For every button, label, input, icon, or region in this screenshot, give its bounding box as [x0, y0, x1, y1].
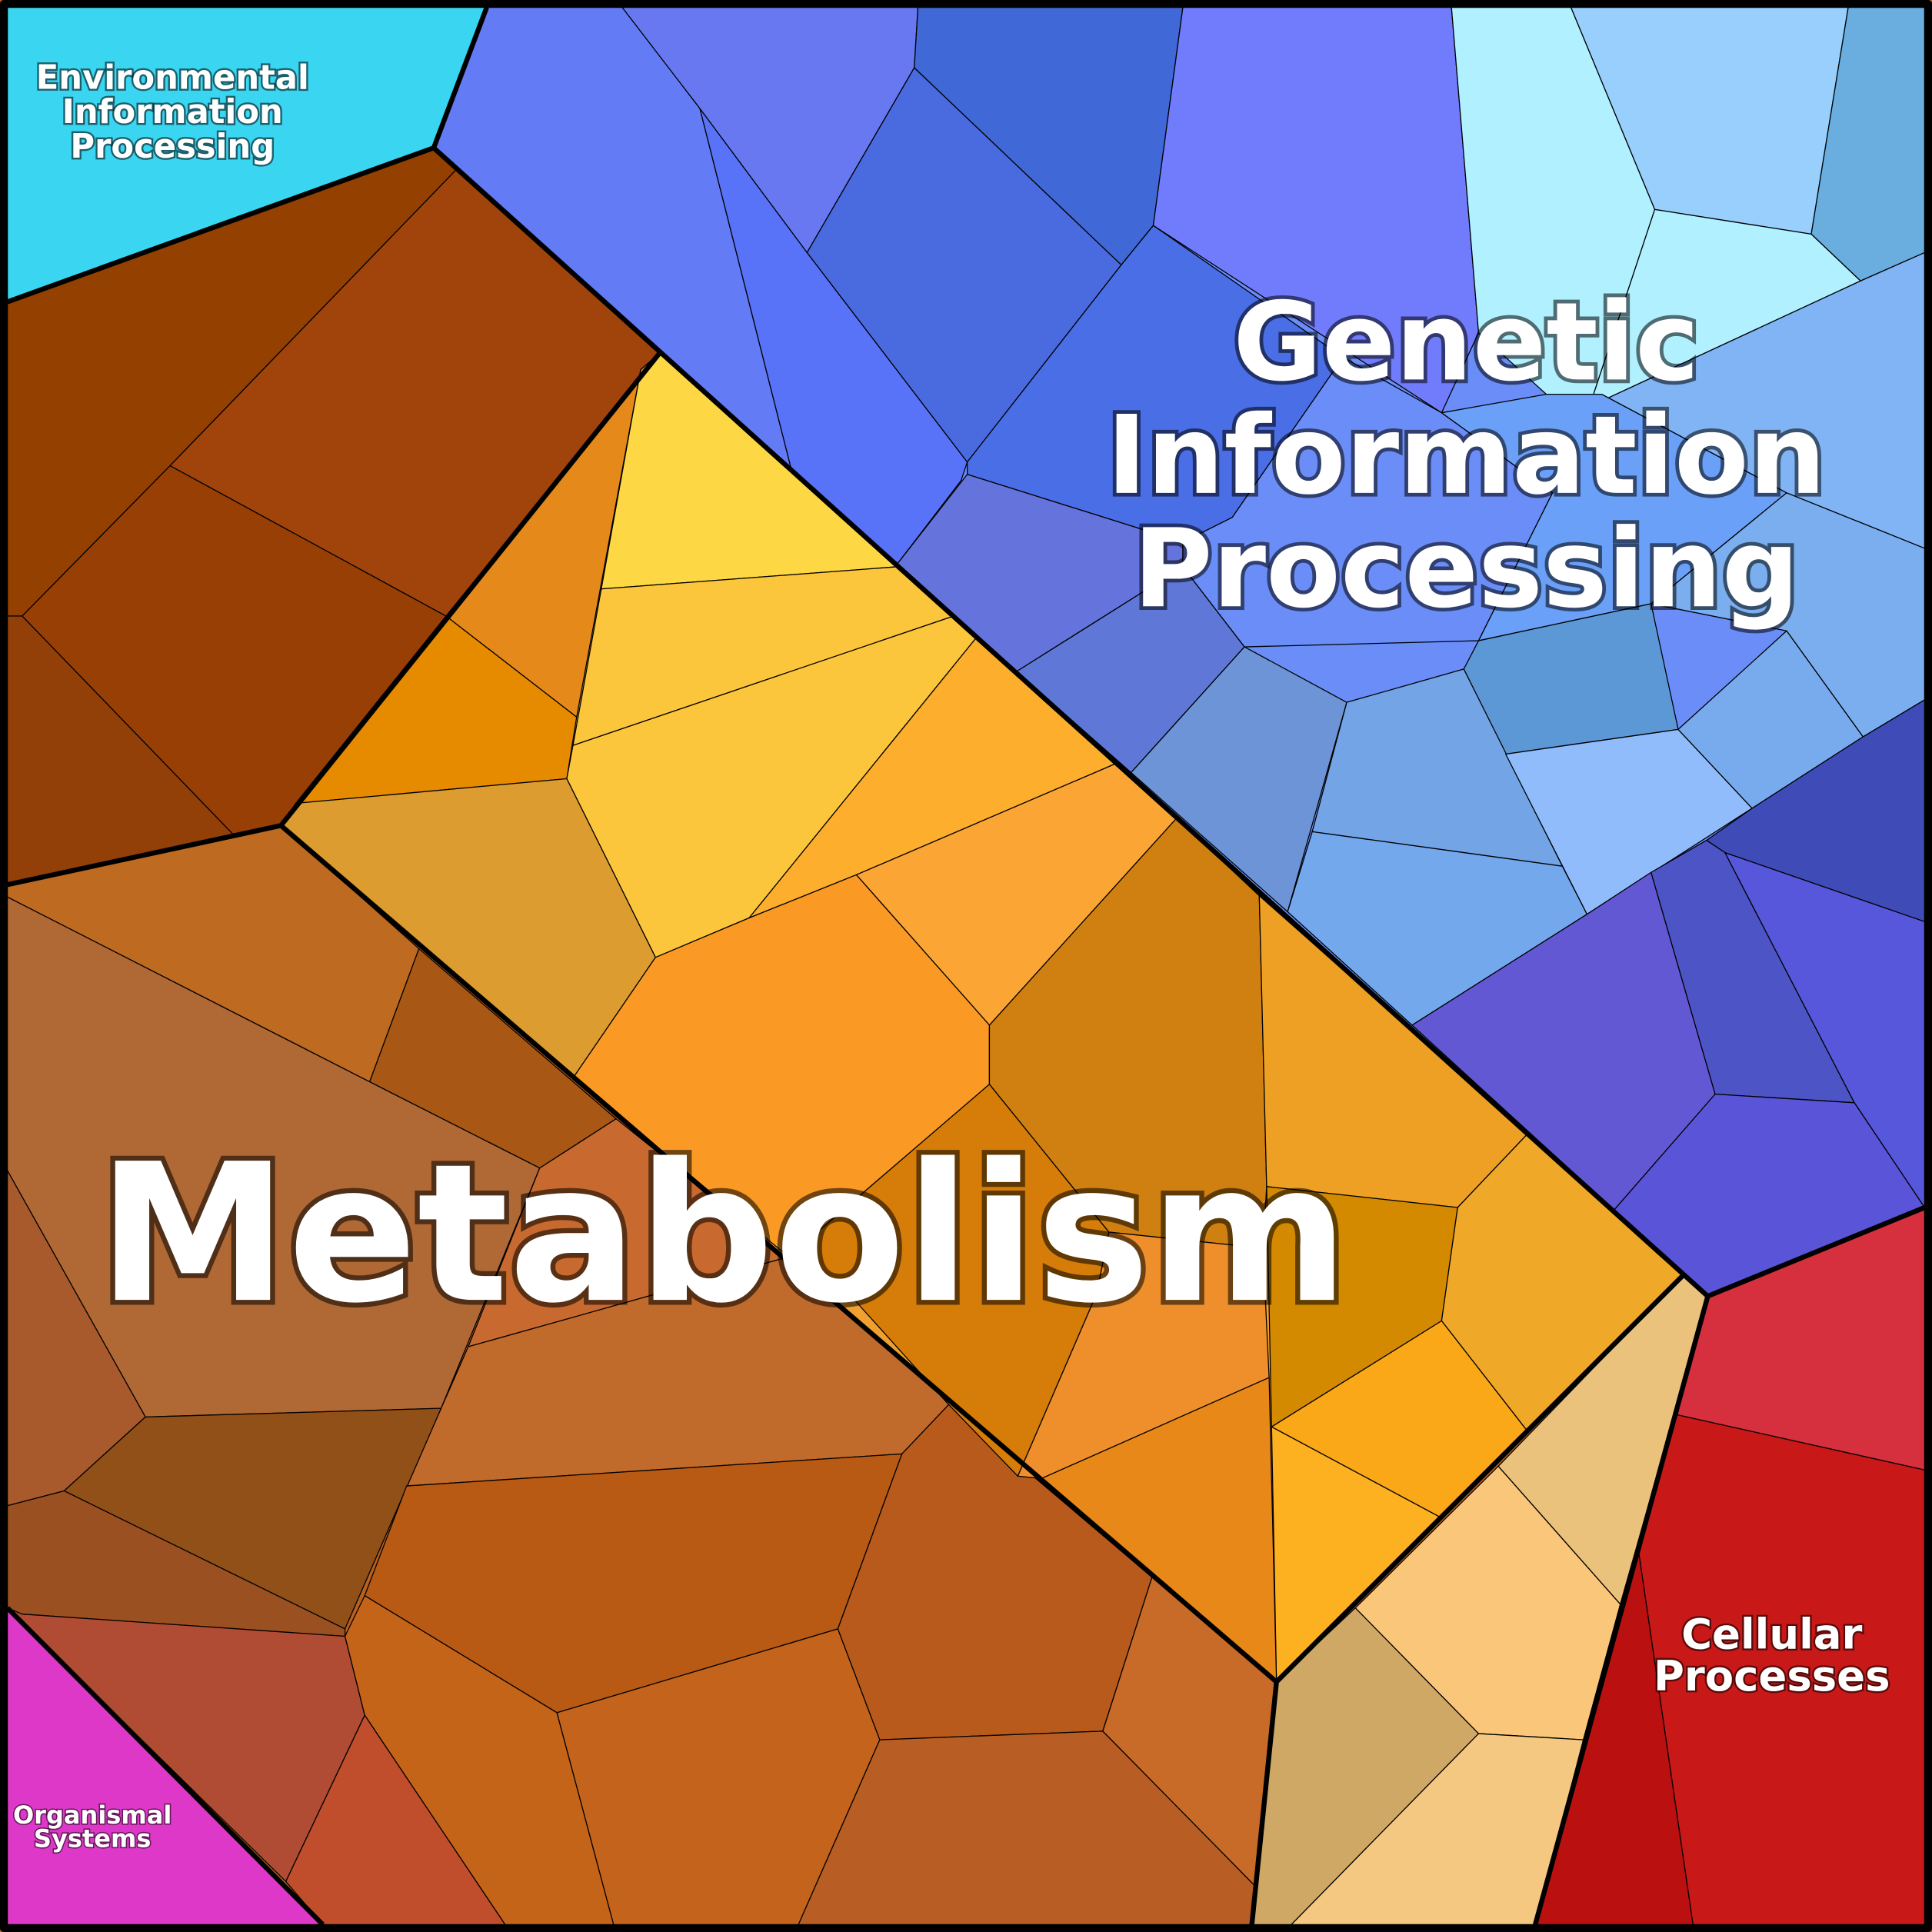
region-label: Information	[1107, 393, 1826, 519]
region-label: Genetic	[1233, 279, 1700, 405]
region-label: Cellular	[1681, 1610, 1862, 1659]
region-label: Processing	[1133, 506, 1799, 632]
region-label: Organismal	[13, 1800, 172, 1830]
region-label: Metabolism	[98, 1123, 1349, 1345]
region-label: Processing	[70, 128, 275, 166]
region-label: Processes	[1654, 1651, 1890, 1700]
labels: Environmental Information Processing Gen…	[12, 57, 1892, 1854]
region-label: Systems	[34, 1824, 152, 1853]
region-label: Environmental	[36, 58, 309, 97]
cells	[6, 6, 1926, 1926]
region-label: Information	[62, 93, 283, 132]
